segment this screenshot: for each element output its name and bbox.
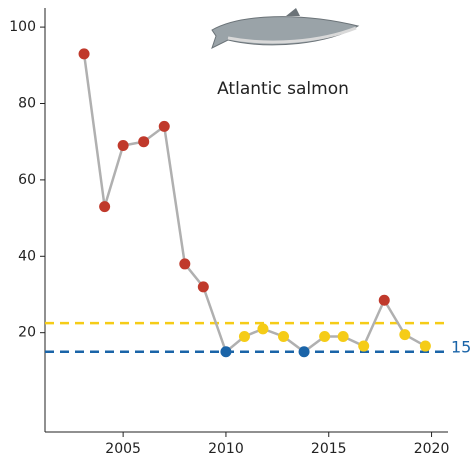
- data-point: [238, 331, 250, 343]
- data-point: [117, 140, 129, 152]
- reference-label: 15: [451, 337, 470, 356]
- y-tick-label: 80: [18, 95, 36, 111]
- annotation: Atlantic salmon: [217, 79, 349, 99]
- data-point: [138, 136, 150, 148]
- data-point: [419, 340, 431, 352]
- data-point: [179, 258, 191, 270]
- data-point: [99, 201, 111, 213]
- data-point: [278, 331, 290, 343]
- x-tick-label: 2010: [208, 441, 244, 456]
- y-tick-label: 100: [9, 19, 36, 35]
- data-point: [358, 340, 370, 352]
- fish-icon: [211, 8, 360, 49]
- data-point: [158, 120, 170, 132]
- data-point: [319, 331, 331, 343]
- y-tick-label: 20: [18, 325, 36, 341]
- data-point: [378, 294, 390, 306]
- x-tick-label: 2005: [105, 441, 141, 456]
- y-tick-label: 60: [18, 172, 36, 188]
- data-point: [337, 331, 349, 343]
- data-point: [78, 48, 90, 60]
- y-tick-label: 40: [18, 248, 36, 264]
- data-point: [220, 346, 232, 358]
- data-point: [399, 329, 411, 341]
- data-point: [257, 323, 269, 335]
- data-point: [298, 346, 310, 358]
- data-point: [197, 281, 209, 293]
- x-tick-label: 2015: [311, 441, 347, 456]
- x-tick-label: 2020: [414, 441, 450, 456]
